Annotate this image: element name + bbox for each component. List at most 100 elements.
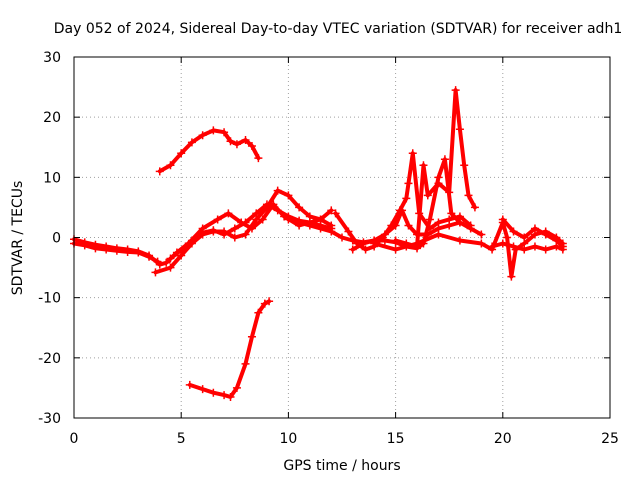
y-tick-label: 20 <box>43 110 61 126</box>
data-point <box>112 246 121 255</box>
data-point <box>166 254 175 263</box>
data-point <box>361 245 370 254</box>
data-point <box>387 221 396 230</box>
data-point <box>520 233 529 242</box>
data-point <box>241 359 250 368</box>
data-point <box>503 233 512 242</box>
data-point <box>316 215 325 224</box>
data-point <box>395 206 404 215</box>
data-point <box>295 218 304 227</box>
data-point <box>402 194 411 203</box>
axis-ticks: 0 5 10 15 20 25 30 20 10 0 -10 -20 -30 <box>38 50 619 447</box>
data-point <box>284 215 293 224</box>
data-point <box>344 227 353 236</box>
data-point <box>241 136 250 145</box>
data-point <box>226 137 235 146</box>
data-point <box>423 191 432 200</box>
chart-title: Day 052 of 2024, Sidereal Day-to-day VTE… <box>54 21 622 37</box>
data-point <box>102 245 111 254</box>
data-point <box>434 179 443 188</box>
data-point <box>488 242 497 251</box>
data-point <box>247 142 256 151</box>
data-point <box>477 239 486 248</box>
data-point <box>558 242 567 251</box>
series-trace-e <box>153 188 334 275</box>
data-point <box>209 126 218 135</box>
data-point <box>331 209 340 218</box>
data-point <box>425 215 434 224</box>
data-point <box>187 138 196 147</box>
data-point <box>232 140 241 149</box>
x-axis-label: GPS time / hours <box>283 458 400 474</box>
data-traces <box>70 86 567 401</box>
data-point <box>470 203 479 212</box>
data-point <box>241 230 250 239</box>
data-point <box>162 258 171 267</box>
data-point <box>327 227 336 236</box>
data-point <box>460 161 469 170</box>
data-point <box>213 215 222 224</box>
x-tick-label: 0 <box>70 431 79 447</box>
data-point <box>380 236 389 245</box>
data-point <box>455 236 464 245</box>
data-point <box>477 230 486 239</box>
data-point <box>509 227 518 236</box>
data-point <box>348 245 357 254</box>
data-point <box>220 391 229 400</box>
data-point <box>155 167 164 176</box>
data-point <box>134 248 143 257</box>
data-point <box>198 131 207 140</box>
data-point <box>232 383 241 392</box>
data-point <box>247 332 256 341</box>
data-point <box>198 385 207 394</box>
x-tick-label: 5 <box>177 431 186 447</box>
data-point <box>295 203 304 212</box>
x-tick-label: 10 <box>279 431 297 447</box>
data-point <box>359 239 368 248</box>
data-point <box>445 215 454 224</box>
data-point <box>408 149 417 158</box>
data-point <box>391 245 400 254</box>
data-point <box>451 86 460 95</box>
data-point <box>464 191 473 200</box>
y-tick-label: 10 <box>43 170 61 186</box>
data-point <box>509 242 518 251</box>
y-tick-label: 0 <box>52 231 61 247</box>
y-tick-label: 30 <box>43 50 61 66</box>
data-point <box>305 221 314 230</box>
y-axis-label: SDTVAR / TECUs <box>10 181 26 296</box>
data-point <box>166 161 175 170</box>
data-point <box>520 245 529 254</box>
data-point <box>209 388 218 397</box>
data-point <box>226 392 235 401</box>
data-point <box>413 239 422 248</box>
data-point <box>530 224 539 233</box>
data-point <box>327 206 336 215</box>
data-point <box>530 242 539 251</box>
series-trace-d <box>187 299 272 399</box>
data-point <box>258 215 267 224</box>
data-point <box>224 209 233 218</box>
data-point <box>440 155 449 164</box>
data-point <box>145 252 154 261</box>
data-point <box>123 247 132 256</box>
data-point <box>91 244 100 253</box>
data-point <box>552 236 561 245</box>
data-point <box>265 297 274 306</box>
data-point <box>185 380 194 389</box>
data-point <box>434 230 443 239</box>
data-point <box>220 227 229 236</box>
data-point <box>220 128 229 137</box>
y-tick-label: -10 <box>38 291 61 307</box>
x-tick-label: 25 <box>601 431 619 447</box>
data-point <box>541 245 550 254</box>
data-point <box>166 263 175 272</box>
data-point <box>455 218 464 227</box>
x-tick-label: 20 <box>494 431 512 447</box>
data-point <box>455 125 464 134</box>
data-point <box>370 239 379 248</box>
data-point <box>198 224 207 233</box>
data-point <box>498 215 507 224</box>
y-tick-label: -20 <box>38 351 61 367</box>
